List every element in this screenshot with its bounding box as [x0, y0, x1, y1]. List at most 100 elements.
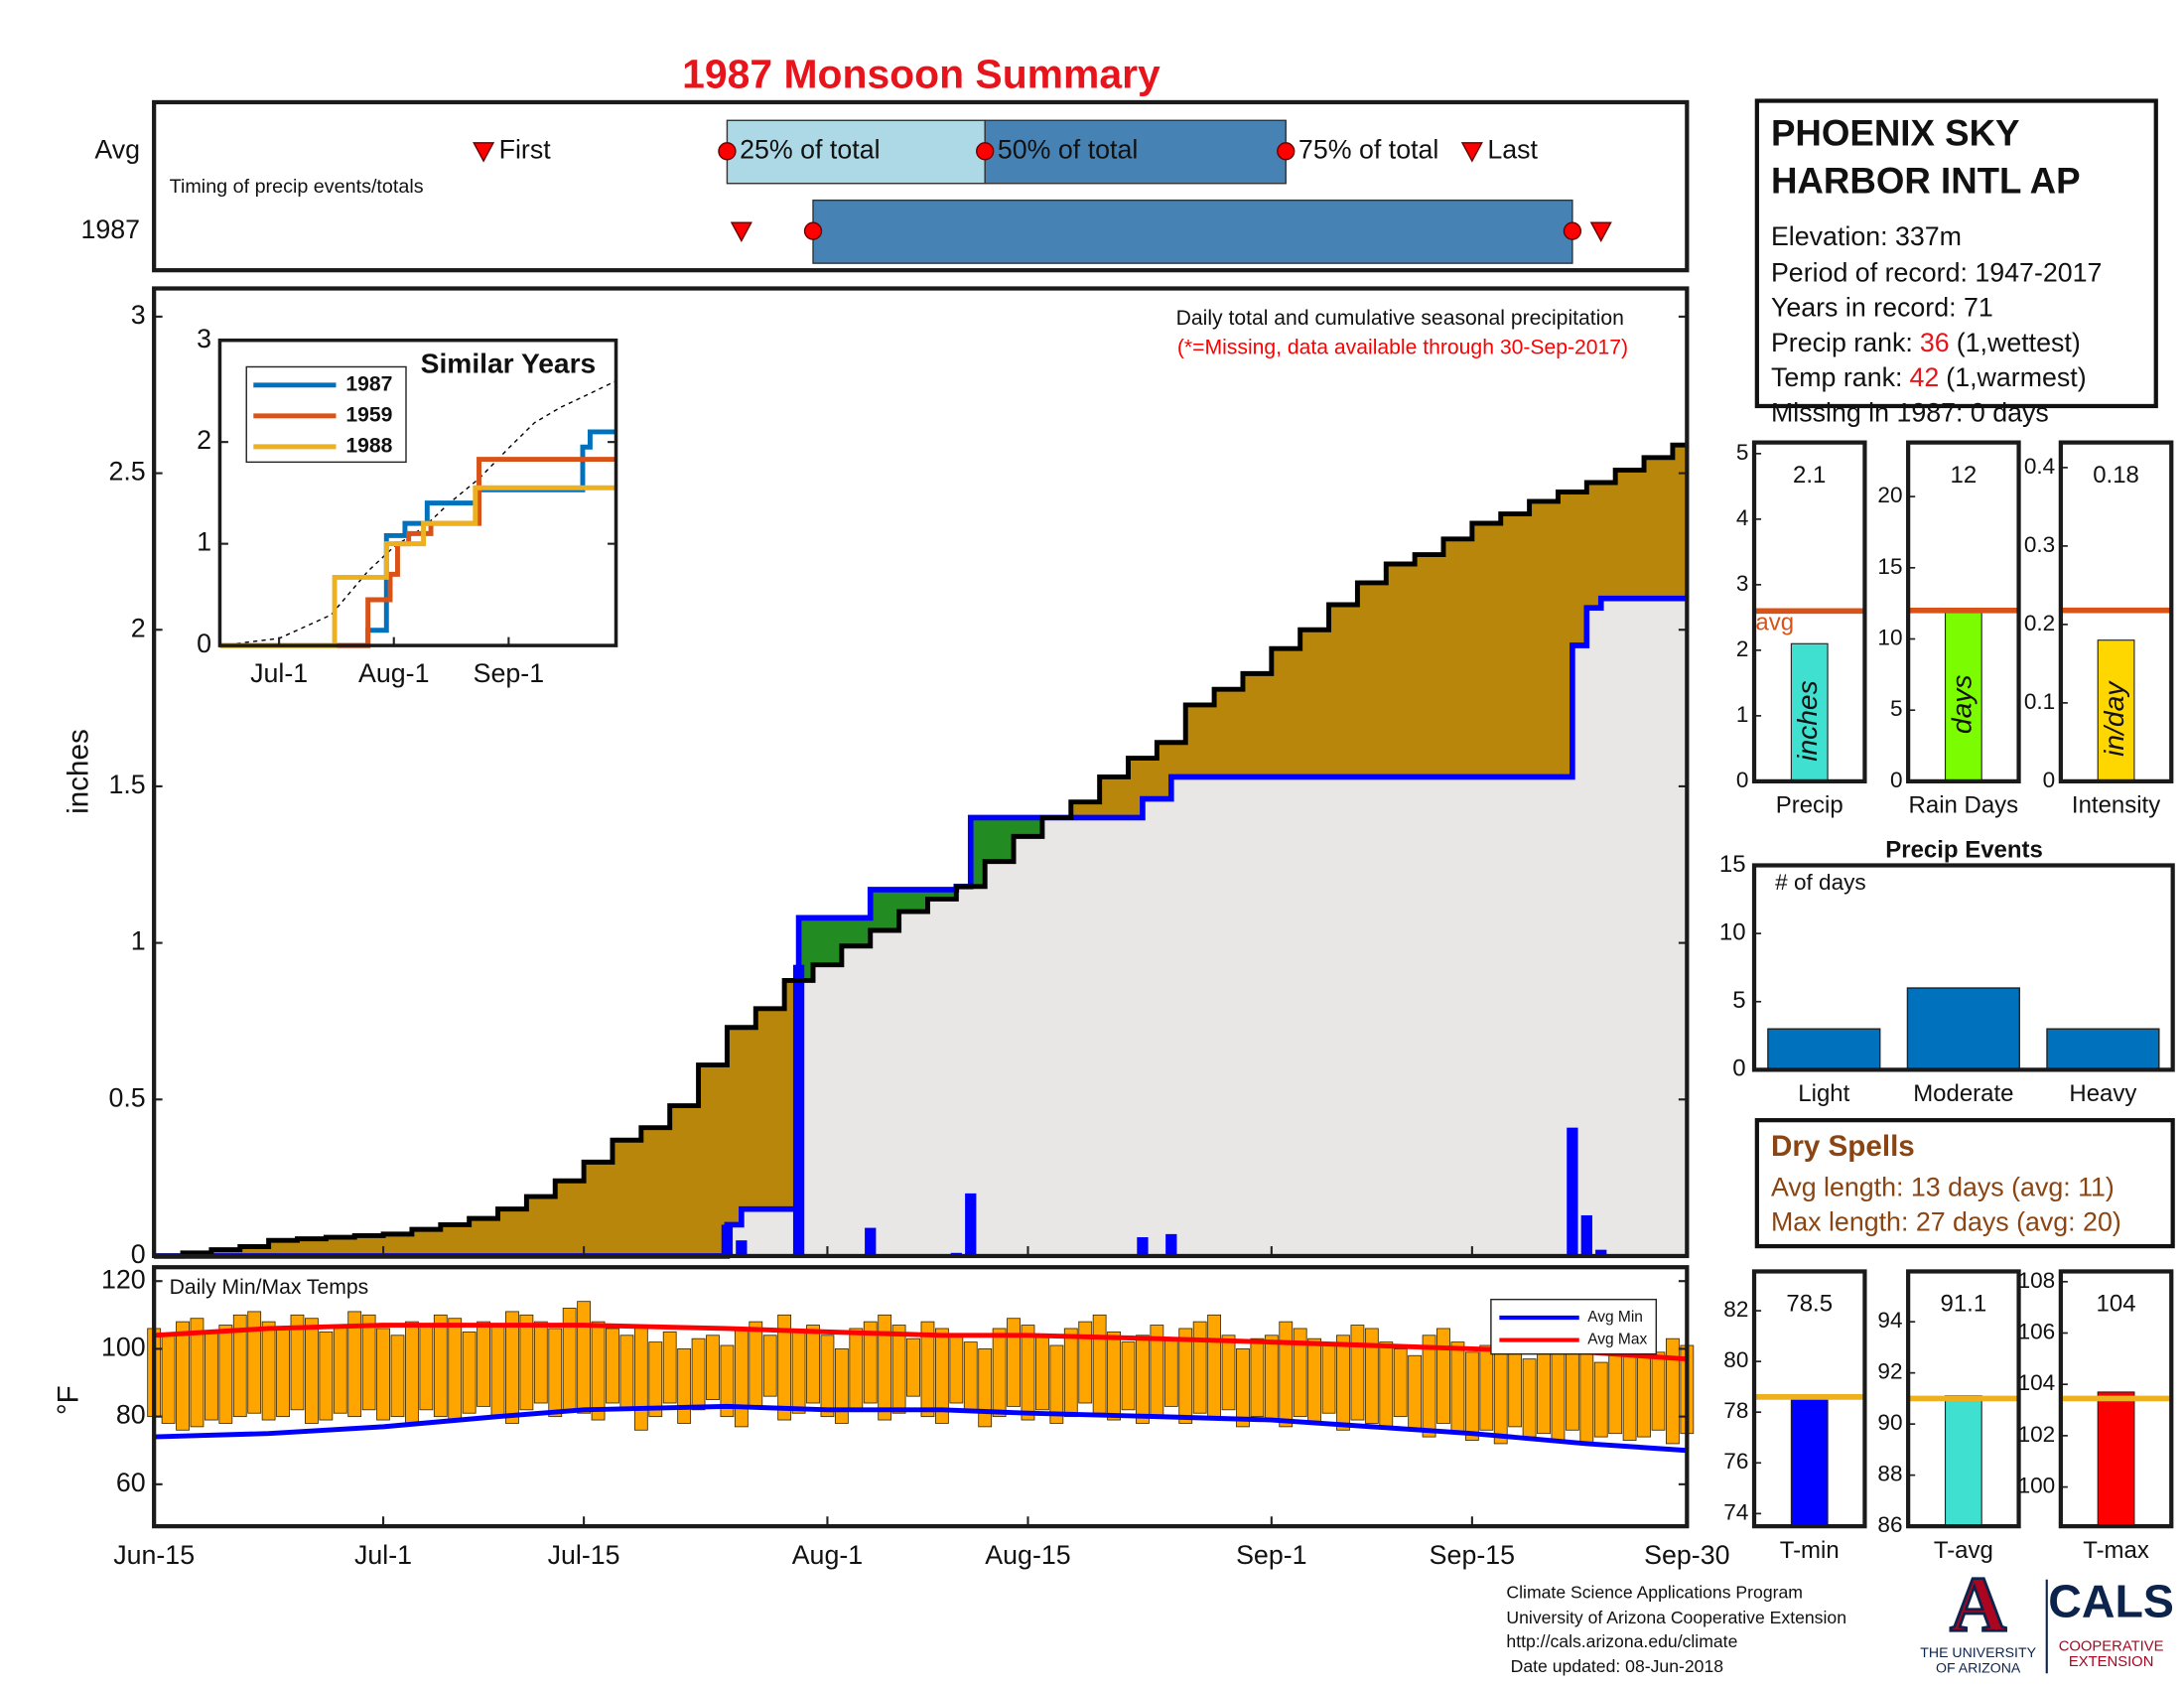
temp-bar	[791, 1331, 806, 1414]
temp-bar	[218, 1325, 233, 1424]
y-tick-label: 10	[1877, 625, 1902, 649]
y-tick-label: 78	[1723, 1398, 1748, 1423]
temp-bar	[1622, 1347, 1637, 1441]
x-tick-label: Jul-15	[548, 1540, 620, 1570]
bar	[1944, 1395, 1982, 1527]
temp-bar	[677, 1347, 692, 1424]
label: Precip rank:	[1771, 328, 1913, 357]
temp-bar	[1307, 1337, 1322, 1424]
y-tick-label: 76	[1723, 1449, 1748, 1474]
temp-bar	[820, 1335, 835, 1418]
temp-bar	[992, 1328, 1007, 1418]
y-tick-label: 102	[2018, 1422, 2056, 1447]
value-label: 0.18	[2093, 462, 2139, 489]
bar	[1790, 1398, 1829, 1527]
temp-bar	[662, 1331, 677, 1404]
temp-bar	[1608, 1354, 1623, 1435]
temp-bar	[1551, 1341, 1566, 1441]
events-title: Precip Events	[1885, 837, 2043, 864]
legend-box	[1490, 1298, 1658, 1355]
event-marker	[1589, 221, 1612, 243]
value-label: 91.1	[1941, 1291, 1987, 1318]
temp-bar	[1321, 1344, 1336, 1414]
temp-bar	[232, 1314, 247, 1418]
dry-spells-max: Max length: 27 days (avg: 20)	[1771, 1207, 2121, 1237]
y-tick-label: 88	[1877, 1462, 1902, 1486]
unit-label: in/day	[2098, 680, 2129, 757]
temp-bar	[462, 1331, 477, 1414]
temp-bar	[477, 1321, 490, 1407]
y-tick-label: 3	[131, 300, 146, 330]
temp-bar	[777, 1314, 792, 1421]
total-marker	[718, 142, 737, 161]
temp-bar	[648, 1341, 663, 1418]
temp-bar	[1236, 1347, 1250, 1428]
temp-bar	[305, 1318, 319, 1424]
temp-bar	[619, 1335, 634, 1411]
observed-line	[154, 595, 1688, 1259]
temp-bar	[1293, 1328, 1307, 1418]
value-label: 12	[1951, 462, 1978, 489]
gauge-border	[1751, 440, 1867, 784]
temp-bar	[261, 1321, 276, 1421]
temp-bar	[1379, 1341, 1394, 1428]
temp-bar	[333, 1325, 347, 1414]
temp-bar	[1035, 1335, 1049, 1411]
temp-bar	[161, 1335, 176, 1424]
marker-label: Last	[1487, 134, 1538, 164]
temp-bar	[1078, 1321, 1093, 1404]
x-tick-label: Aug-1	[792, 1540, 863, 1570]
temp-bar	[1007, 1318, 1021, 1407]
bar	[1906, 987, 2020, 1071]
observed-area	[154, 598, 1688, 1256]
y-tick-label: 80	[1723, 1347, 1748, 1372]
y-tick-label: 1.5	[108, 770, 145, 799]
temp-bar	[1178, 1328, 1193, 1424]
temp-bar	[1192, 1321, 1207, 1414]
temp-bar	[448, 1318, 463, 1421]
temp-bar	[1107, 1331, 1121, 1421]
inset-border	[217, 338, 618, 647]
temp-bar	[1651, 1351, 1666, 1431]
temp-bar	[1250, 1337, 1265, 1418]
y-tick-label: 86	[1877, 1512, 1902, 1537]
temp-bar	[1221, 1335, 1236, 1411]
temp-bar	[706, 1335, 720, 1400]
unit-label: inches	[1791, 680, 1823, 761]
total-marker	[976, 142, 995, 161]
temp-bar	[591, 1321, 606, 1421]
event-marker	[473, 142, 495, 163]
temp-bar	[1092, 1314, 1107, 1414]
total-marker	[1563, 221, 1582, 240]
y-axis-label: °F	[52, 1385, 84, 1415]
y-tick-label: 74	[1723, 1499, 1748, 1524]
legend-label: Avg Max	[1587, 1332, 1647, 1348]
event-marker	[730, 221, 752, 243]
ua-text: OF ARIZONA	[1936, 1660, 2021, 1676]
legend-label: 1988	[345, 434, 392, 457]
temp-bar	[934, 1328, 949, 1424]
temp-bar	[749, 1321, 763, 1407]
temp-bar	[891, 1325, 906, 1414]
temp-bar	[533, 1321, 548, 1404]
value-label: 104	[2097, 1291, 2136, 1318]
bar	[2097, 639, 2135, 782]
temp-bar	[176, 1321, 190, 1431]
cals-text: COOPERATIVE	[2059, 1638, 2164, 1654]
temp-bar	[834, 1347, 849, 1424]
gauge-border	[2058, 440, 2174, 784]
temp-bar	[1522, 1358, 1537, 1438]
y-tick-label: 0	[2043, 768, 2056, 792]
temp-bar	[878, 1314, 892, 1421]
x-tick-label: Heavy	[2069, 1080, 2136, 1107]
ua-text: THE UNIVERSITY	[1920, 1644, 2036, 1660]
temp-bar	[1464, 1351, 1479, 1441]
y-tick-label: 20	[1877, 483, 1902, 507]
dry-spells-title: Dry Spells	[1771, 1130, 1915, 1163]
footer-line: http://cals.arizona.edu/climate	[1506, 1631, 1737, 1651]
footer-line: Climate Science Applications Program	[1506, 1582, 1803, 1602]
x-tick-label: Sep-1	[1236, 1540, 1306, 1570]
temp-bar	[190, 1318, 205, 1428]
y-tick-label: 1	[197, 527, 211, 557]
temp-bar	[290, 1314, 305, 1411]
